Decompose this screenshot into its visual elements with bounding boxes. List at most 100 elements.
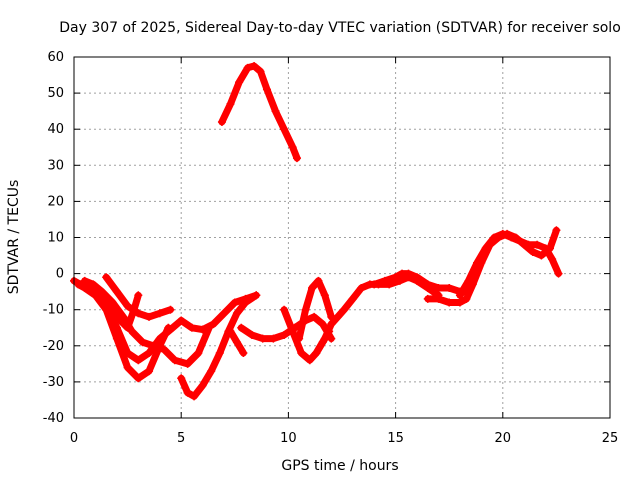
data-point bbox=[239, 349, 248, 358]
data-point bbox=[348, 294, 357, 303]
series-arc-g bbox=[177, 291, 261, 334]
data-point bbox=[391, 273, 400, 282]
data-point bbox=[434, 284, 443, 293]
data-point bbox=[314, 276, 323, 285]
data-point bbox=[155, 309, 164, 318]
data-point bbox=[464, 276, 473, 285]
data-point bbox=[241, 294, 250, 303]
data-point bbox=[301, 305, 310, 314]
data-point bbox=[280, 330, 289, 339]
data-point bbox=[149, 341, 158, 350]
data-point bbox=[215, 349, 224, 358]
y-tick-label: -30 bbox=[43, 375, 64, 390]
data-point bbox=[357, 284, 366, 293]
chart-title: Day 307 of 2025, Sidereal Day-to-day VTE… bbox=[59, 20, 621, 36]
data-point bbox=[91, 284, 100, 293]
data-point bbox=[230, 298, 239, 307]
data-point bbox=[166, 305, 175, 314]
data-point bbox=[455, 298, 464, 307]
data-point bbox=[271, 107, 280, 116]
data-point bbox=[134, 374, 143, 383]
data-point bbox=[217, 117, 226, 126]
data-point bbox=[102, 273, 111, 282]
series-arc-h bbox=[226, 327, 248, 358]
x-axis-label: GPS time / hours bbox=[281, 458, 398, 474]
data-point bbox=[340, 305, 349, 314]
data-point bbox=[232, 309, 241, 318]
data-point bbox=[434, 294, 443, 303]
data-point bbox=[528, 247, 537, 256]
y-tick-label: 60 bbox=[47, 50, 64, 65]
data-point bbox=[548, 255, 557, 264]
data-point bbox=[209, 320, 218, 329]
data-point bbox=[333, 312, 342, 321]
data-point bbox=[112, 312, 121, 321]
data-point bbox=[541, 244, 550, 253]
data-point bbox=[445, 284, 454, 293]
data-point bbox=[145, 367, 154, 376]
data-point bbox=[490, 233, 499, 242]
data-point bbox=[269, 334, 278, 343]
y-tick-label: 50 bbox=[47, 86, 64, 101]
y-tick-label: 40 bbox=[47, 122, 64, 137]
x-tick-label: 25 bbox=[602, 431, 619, 446]
data-point bbox=[160, 345, 169, 354]
series-line bbox=[74, 280, 172, 382]
data-series bbox=[70, 62, 563, 401]
data-point bbox=[123, 302, 132, 311]
data-point bbox=[552, 226, 561, 235]
x-tick-label: 5 bbox=[177, 431, 185, 446]
data-point bbox=[177, 374, 186, 383]
y-tick-label: 20 bbox=[47, 194, 64, 209]
data-point bbox=[370, 280, 379, 289]
data-point bbox=[164, 323, 173, 332]
data-point bbox=[134, 356, 143, 365]
data-point bbox=[554, 269, 563, 278]
y-tick-label: 10 bbox=[47, 231, 64, 246]
data-point bbox=[473, 258, 482, 267]
data-point bbox=[295, 334, 304, 343]
data-point bbox=[320, 291, 329, 300]
data-point bbox=[515, 237, 524, 246]
series-arc-peak bbox=[217, 62, 301, 163]
data-point bbox=[226, 99, 235, 108]
data-point bbox=[127, 327, 136, 336]
data-point bbox=[262, 85, 271, 94]
data-point bbox=[423, 280, 432, 289]
data-point bbox=[183, 359, 192, 368]
data-point bbox=[280, 305, 289, 314]
x-tick-label: 10 bbox=[280, 431, 297, 446]
data-point bbox=[190, 392, 199, 401]
data-point bbox=[112, 334, 121, 343]
data-point bbox=[170, 356, 179, 365]
y-tick-label: 0 bbox=[56, 267, 64, 282]
data-point bbox=[318, 320, 327, 329]
data-point bbox=[423, 294, 432, 303]
data-point bbox=[404, 269, 413, 278]
data-point bbox=[292, 154, 301, 163]
data-point bbox=[102, 298, 111, 307]
data-point bbox=[237, 323, 246, 332]
series-arc-f bbox=[177, 291, 261, 401]
data-point bbox=[256, 67, 265, 76]
data-point bbox=[288, 327, 297, 336]
data-point bbox=[138, 338, 147, 347]
data-point bbox=[445, 298, 454, 307]
data-point bbox=[537, 251, 546, 260]
data-point bbox=[307, 284, 316, 293]
data-point bbox=[312, 349, 321, 358]
data-point bbox=[310, 312, 319, 321]
series-line bbox=[177, 291, 260, 400]
data-point bbox=[243, 63, 252, 72]
y-tick-label: -40 bbox=[43, 411, 64, 426]
y-axis-label: SDTVAR / TECUs bbox=[6, 180, 22, 295]
data-point bbox=[288, 143, 297, 152]
data-point bbox=[380, 276, 389, 285]
series-arc-d bbox=[102, 273, 175, 321]
axis-ticks: 0 5 10 15 20 25 -40 -30 -20 -10 0 10 20 30 40 50 60 bbox=[43, 50, 619, 446]
y-tick-label: 30 bbox=[47, 158, 64, 173]
x-tick-label: 20 bbox=[495, 431, 512, 446]
data-point bbox=[462, 294, 471, 303]
data-point bbox=[481, 244, 490, 253]
